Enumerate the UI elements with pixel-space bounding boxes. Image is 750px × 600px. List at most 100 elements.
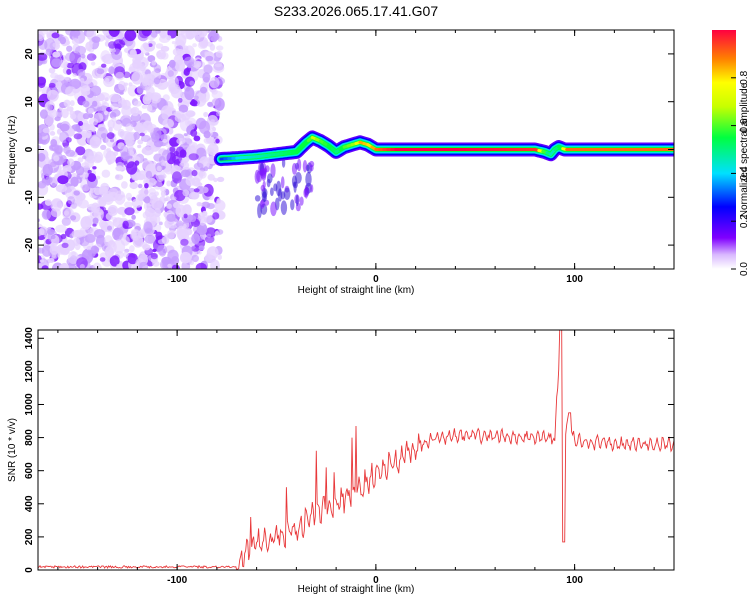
x-tick-label: 0 xyxy=(373,575,379,586)
noise-blob xyxy=(174,59,186,72)
noise-blob xyxy=(147,80,154,87)
noise-blob xyxy=(212,126,216,132)
smear-blob xyxy=(297,158,302,172)
noise-blob xyxy=(177,97,183,103)
snr-series xyxy=(38,330,674,570)
y-tick-label: 1000 xyxy=(24,393,35,416)
noise-blob xyxy=(145,170,153,179)
noise-blob xyxy=(141,104,148,109)
noise-blob xyxy=(100,144,107,150)
noise-blob xyxy=(112,120,122,131)
noise-blob xyxy=(87,169,92,174)
noise-blob xyxy=(80,53,86,59)
noise-blob xyxy=(124,207,135,216)
noise-blob xyxy=(85,124,96,133)
noise-blob xyxy=(60,248,70,256)
noise-blob xyxy=(213,177,218,183)
noise-blob xyxy=(129,49,137,58)
noise-blob xyxy=(73,229,85,238)
smear-blob xyxy=(295,194,299,207)
noise-blob xyxy=(55,184,68,193)
noise-blob xyxy=(77,157,84,163)
noise-blob xyxy=(155,231,163,240)
x-tick-label: -100 xyxy=(167,575,187,586)
noise-blob xyxy=(191,245,200,252)
noise-blob xyxy=(73,133,83,140)
noise-blob xyxy=(57,175,69,185)
figure-title: S233.2026.065.17.41.G07 xyxy=(274,3,438,19)
noise-blob xyxy=(86,53,97,61)
noise-blob xyxy=(171,256,180,265)
noise-blob xyxy=(214,230,220,236)
noise-blob xyxy=(193,188,200,193)
noise-blob xyxy=(70,215,77,221)
y-tick-label: 0 xyxy=(24,146,35,152)
noise-blob xyxy=(188,153,199,161)
noise-blob xyxy=(51,144,60,153)
noise-blob xyxy=(150,31,158,38)
noise-blob xyxy=(150,252,158,260)
noise-blob xyxy=(38,138,43,145)
x-tick-label: 100 xyxy=(566,274,583,285)
noise-blob xyxy=(111,109,121,117)
noise-blob xyxy=(70,204,77,210)
noise-blob xyxy=(48,82,56,88)
noise-blob xyxy=(72,237,81,246)
noise-blob xyxy=(48,258,55,263)
y-tick-label: 0 xyxy=(24,567,35,573)
noise-blob xyxy=(161,149,171,161)
noise-blob xyxy=(154,224,162,232)
noise-blob xyxy=(50,199,63,212)
noise-blob xyxy=(190,99,198,106)
noise-blob xyxy=(61,217,71,226)
noise-blob xyxy=(204,215,213,224)
noise-blob xyxy=(198,216,207,226)
noise-blob xyxy=(38,180,47,189)
x-tick-label: -100 xyxy=(167,274,187,285)
noise-blob xyxy=(66,62,75,69)
x-tick-label: 0 xyxy=(373,274,379,285)
noise-blob xyxy=(197,41,208,50)
noise-blob xyxy=(144,183,149,189)
noise-blob xyxy=(131,198,143,208)
noise-blob xyxy=(215,50,223,58)
noise-blob xyxy=(198,89,210,103)
noise-blob xyxy=(41,245,53,257)
noise-blob xyxy=(153,153,163,162)
noise-blob xyxy=(128,82,133,87)
noise-blob xyxy=(130,106,140,117)
y-tick-label: -10 xyxy=(24,190,35,205)
noise-blob xyxy=(195,262,207,269)
noise-blob xyxy=(217,254,222,260)
noise-blob xyxy=(176,138,186,145)
noise-blob xyxy=(86,79,98,88)
noise-blob xyxy=(63,99,71,108)
noise-blob xyxy=(102,53,114,65)
noise-blob xyxy=(198,171,206,177)
noise-blob xyxy=(38,76,47,86)
noise-blob xyxy=(126,161,138,175)
smear-blob xyxy=(280,176,285,189)
noise-blob xyxy=(91,202,100,214)
noise-blob xyxy=(109,93,121,103)
noise-blob xyxy=(183,56,195,66)
noise-blob xyxy=(203,130,211,139)
noise-blob xyxy=(84,172,89,178)
noise-blob xyxy=(78,62,87,72)
noise-blob xyxy=(108,66,115,74)
noise-blob xyxy=(139,132,145,137)
noise-blob xyxy=(210,119,215,123)
noise-blob xyxy=(96,106,103,111)
noise-blob xyxy=(38,203,44,210)
smear-blob xyxy=(270,201,277,217)
noise-blob xyxy=(138,30,150,39)
noise-blob xyxy=(51,253,57,259)
noise-blob xyxy=(210,259,220,269)
noise-blob xyxy=(186,32,194,40)
noise-blob xyxy=(38,247,45,254)
noise-blob xyxy=(207,31,220,42)
noise-blob xyxy=(125,192,132,201)
noise-blob xyxy=(59,262,70,269)
